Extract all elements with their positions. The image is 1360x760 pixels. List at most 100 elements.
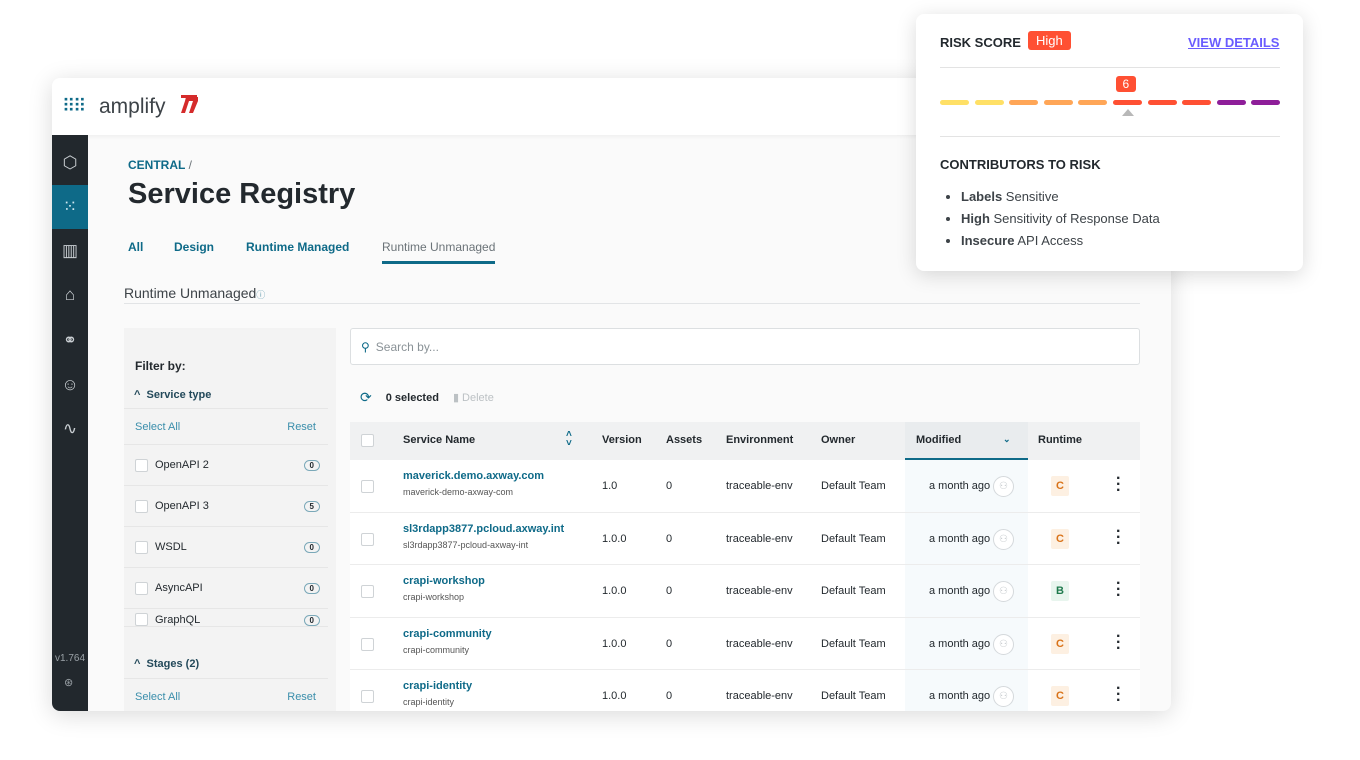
filter-option-label: AsyncAPI [155,582,203,594]
risk-level-badge: High [1028,31,1071,50]
col-service-name[interactable]: Service Name [403,434,476,446]
service-name-link[interactable]: crapi-identity [403,680,473,692]
table-row[interactable]: crapi-workshop crapi-workshop 1.0.0 0 tr… [350,565,1140,618]
col-owner[interactable]: Owner [821,434,856,446]
more-menu-icon[interactable]: · · · [1116,575,1122,604]
filter-option[interactable]: AsyncAPI 0 [124,568,328,609]
checkbox[interactable] [135,581,148,595]
col-runtime[interactable]: Runtime [1038,434,1082,446]
tab-all[interactable]: All [128,240,144,254]
row-checkbox[interactable] [361,637,374,651]
assets: 0 [666,480,673,492]
more-menu-icon[interactable]: · · · [1116,470,1122,499]
checkbox[interactable] [135,613,148,626]
filter-option[interactable]: OpenAPI 2 0 [124,445,328,486]
checkbox[interactable] [135,540,148,554]
sort-icon[interactable]: ˄ ˅ [566,429,572,449]
settings-icon[interactable]: ⊛ [64,677,74,689]
version: 1.0 [602,480,618,492]
risk-segment [940,100,969,105]
pulse-icon[interactable]: ∿ [62,419,78,438]
stages-toggle[interactable]: ^ Stages (2) [134,658,200,670]
table-row[interactable]: maverick.demo.axway.com maverick-demo-ax… [350,460,1140,513]
modified: a month ago [929,532,991,545]
more-menu-icon[interactable]: · · · [1116,680,1122,709]
row-checkbox[interactable] [361,532,374,546]
select-all-link[interactable]: Select All [135,420,181,433]
filter-title: Filter by: [135,359,186,373]
circles-icon[interactable]: ⚭ [62,331,78,350]
chevron-down-icon: ⌄ [1003,434,1011,444]
reset-link[interactable]: Reset [287,420,316,433]
service-name-link[interactable]: maverick.demo.axway.com [403,470,545,482]
filter-option[interactable]: OpenAPI 3 5 [124,486,328,527]
col-version[interactable]: Version [602,434,642,446]
view-details-link[interactable]: VIEW DETAILS [1188,35,1280,50]
refresh-icon[interactable]: ⟳ [360,389,372,405]
table-row[interactable]: crapi-community crapi-community 1.0.0 0 … [350,617,1140,670]
col-environment[interactable]: Environment [726,434,794,446]
user-avatar-icon: ⚇ [993,686,1014,707]
contributor-text: Sensitivity of Response Data [989,211,1160,226]
runtime-grade-badge[interactable]: C [1051,476,1069,496]
sidebar: ⬡ ⁙ ▥ ⌂ ⚭ ☺ ∿ v1.764 ⊛ [52,135,88,711]
stages-reset-link[interactable]: Reset [287,690,316,703]
service-name-link[interactable]: sl3rdapp3877.pcloud.axway.int [403,522,565,535]
service-name-link[interactable]: crapi-workshop [403,575,485,587]
more-menu-icon[interactable]: · · · [1116,522,1122,552]
version: 1.0.0 [602,690,627,702]
info-icon[interactable]: ⓘ [256,290,266,300]
contributor-key: Insecure [961,233,1015,248]
runtime-grade-badge[interactable]: B [1051,581,1069,601]
apps-grid-icon[interactable]: ⠿⠿ [62,96,86,116]
table-row[interactable]: crapi-identity crapi-identity 1.0.0 0 tr… [350,670,1140,711]
search-input[interactable]: ⚲ Search by... [350,328,1140,365]
filter-option[interactable]: GraphQL 0 [124,609,328,627]
checkbox[interactable] [135,499,148,513]
table-toolbar: ⟳ 0 selected ▮ Delete [360,389,494,406]
tab-runtime-managed[interactable]: Runtime Managed [246,240,350,254]
hexagon-icon[interactable]: ⬡ [62,153,78,172]
risk-segment [974,100,1004,105]
table-row[interactable]: sl3rdapp3877.pcloud.axway.int sl3rdapp38… [350,512,1140,565]
version: 1.0.0 [602,637,627,650]
users-icon[interactable]: ☺ [61,375,79,394]
risk-segment [1009,100,1039,105]
service-id: crapi-identity [403,697,455,707]
runtime-grade-badge[interactable]: C [1051,528,1069,549]
col-assets[interactable]: Assets [666,434,703,446]
grid-dots-icon[interactable]: ⁙ [52,185,88,229]
service-type-actions: Select All Reset [124,408,328,445]
breadcrumb: CENTRAL / [128,158,192,172]
stages-label: Stages (2) [146,658,200,670]
more-menu-icon[interactable]: · · · [1116,627,1122,657]
row-checkbox[interactable] [361,585,374,598]
owner: Default Team [821,585,886,597]
breadcrumb-central[interactable]: CENTRAL [128,158,186,172]
stages-select-all-link[interactable]: Select All [135,690,181,703]
store-icon[interactable]: ⌂ [64,285,76,304]
row-checkbox[interactable] [361,690,374,703]
runtime-grade-badge[interactable]: C [1051,633,1069,654]
version: 1.0.0 [602,532,627,545]
search-icon: ⚲ [361,339,370,354]
col-modified[interactable]: Modified ⌄ [905,422,1028,460]
service-id: crapi-community [403,644,470,655]
search-placeholder: Search by... [375,339,439,354]
user-avatar-icon: ⚇ [993,633,1014,655]
checkbox[interactable] [135,458,148,472]
environment: traceable-env [726,532,793,545]
select-all-checkbox[interactable] [361,434,374,447]
tab-runtime-unmanaged[interactable]: Runtime Unmanaged [382,240,496,264]
col-modified-label: Modified [916,434,962,446]
tab-design[interactable]: Design [174,240,215,254]
delete-button[interactable]: ▮ Delete [452,392,494,404]
filter-option[interactable]: WSDL 0 [124,527,328,568]
row-checkbox[interactable] [361,480,374,493]
library-icon[interactable]: ▥ [61,241,79,260]
service-name-link[interactable]: crapi-community [403,627,492,640]
runtime-grade-badge[interactable]: C [1051,686,1069,706]
service-type-toggle[interactable]: ^ Service type [134,389,212,401]
risk-segment [1182,100,1212,105]
service-id: maverick-demo-axway-com [403,487,514,497]
